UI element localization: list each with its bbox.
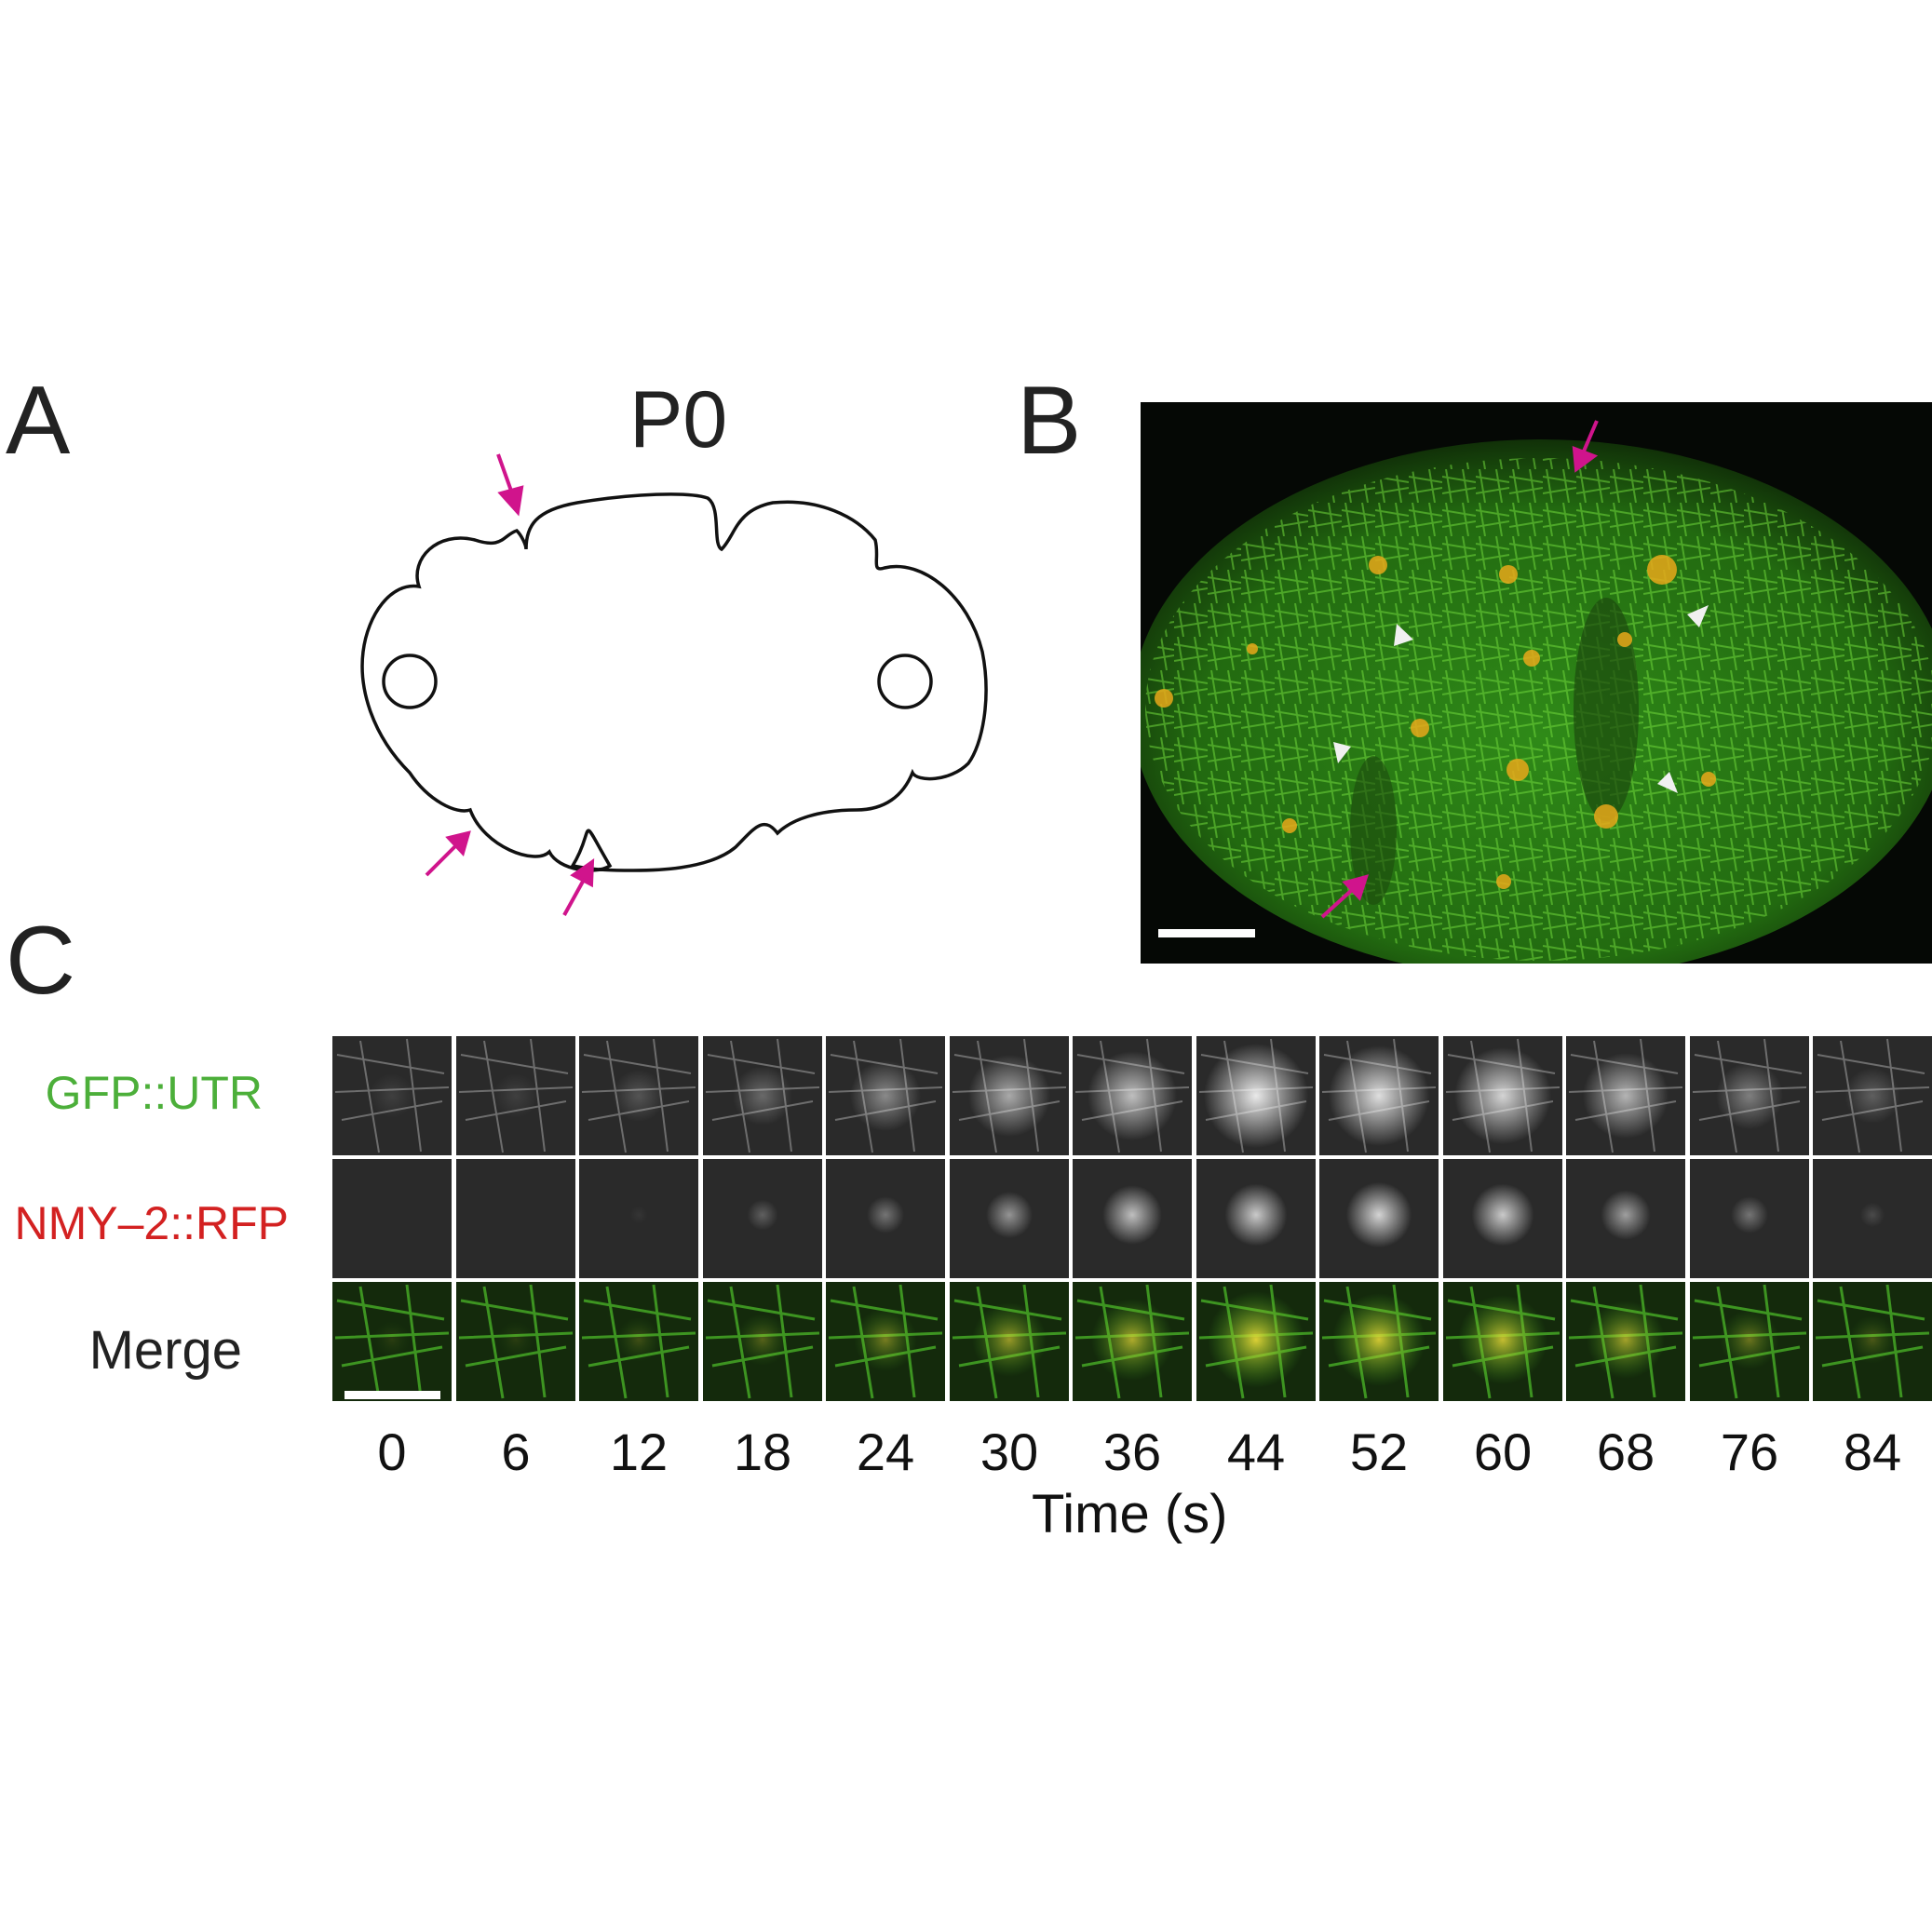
time-tick-label: 30 [980, 1422, 1039, 1481]
time-tick-label: 12 [609, 1422, 669, 1481]
tile-gfp-utr-t12 [579, 1036, 698, 1155]
white-arrowhead-2 [1333, 742, 1351, 763]
time-tick-label: 0 [377, 1422, 407, 1481]
tile-merge-t36 [1073, 1282, 1192, 1401]
time-tick-label: 6 [501, 1422, 531, 1481]
tile-gfp-utr-t44 [1196, 1036, 1316, 1155]
tile-merge-t18 [703, 1282, 822, 1401]
time-tick-label: 36 [1102, 1422, 1162, 1481]
tile-nmy2-rfp-t44 [1196, 1159, 1316, 1278]
panel-letter-a: A [6, 367, 71, 475]
row-label-gfp-utr: GFP::UTR [45, 1067, 263, 1119]
tile-gfp-utr-t76 [1690, 1036, 1809, 1155]
tile-merge-t68 [1566, 1282, 1685, 1401]
time-tick-label: 44 [1226, 1422, 1286, 1481]
tile-gfp-utr-t24 [826, 1036, 945, 1155]
right-centrosome-circle [877, 654, 933, 709]
tile-gfp-utr-t68 [1566, 1036, 1685, 1155]
tile-merge-t6 [456, 1282, 575, 1401]
tile-gfp-utr-t36 [1073, 1036, 1192, 1155]
tile-gfp-utr-t6 [456, 1036, 575, 1155]
time-tick-label: 60 [1473, 1422, 1533, 1481]
panel-letter-b: B [1017, 367, 1082, 475]
magenta-arrow-top [496, 453, 524, 517]
micrograph-b-image [1141, 420, 1932, 964]
time-tick-label: 18 [733, 1422, 792, 1481]
tile-nmy2-rfp-t76 [1690, 1159, 1809, 1278]
tile-nmy2-rfp-t12 [579, 1159, 698, 1278]
row-label-nmy2-rfp: NMY–2::RFP [14, 1197, 289, 1249]
left-centrosome-circle [382, 654, 438, 709]
tile-merge-t76 [1690, 1282, 1809, 1401]
time-tick-label: 24 [856, 1422, 915, 1481]
magenta-arrow-b-top [1572, 420, 1599, 473]
time-tick-label: 84 [1843, 1422, 1902, 1481]
myosin-foci [1155, 555, 1716, 889]
scale-bar-c [345, 1391, 440, 1399]
tile-nmy2-rfp-t18 [703, 1159, 822, 1278]
magenta-arrow-bottom-left [425, 830, 471, 877]
tile-nmy2-rfp-t24 [826, 1159, 945, 1278]
tile-merge-t44 [1196, 1282, 1316, 1401]
white-arrowhead-1 [1394, 624, 1413, 646]
scale-bar-b [1158, 929, 1255, 937]
tile-nmy2-rfp-t0 [332, 1159, 452, 1278]
tile-nmy2-rfp-t60 [1443, 1159, 1562, 1278]
tile-nmy2-rfp-t52 [1319, 1159, 1439, 1278]
tile-merge-t60 [1443, 1282, 1562, 1401]
tile-nmy2-rfp-t68 [1566, 1159, 1685, 1278]
white-arrowhead-3 [1687, 605, 1709, 627]
cell-label-p0: P0 [629, 375, 728, 465]
time-tick-label: 68 [1596, 1422, 1655, 1481]
row-label-merge: Merge [88, 1320, 242, 1381]
tile-gfp-utr-t60 [1443, 1036, 1562, 1155]
tile-merge-t0 [332, 1282, 452, 1401]
tile-nmy2-rfp-t84 [1813, 1159, 1932, 1278]
tile-merge-t30 [950, 1282, 1069, 1401]
magenta-arrow-bottom-middle [562, 858, 595, 916]
panel-letter-c: C [6, 907, 76, 1015]
tile-nmy2-rfp-t6 [456, 1159, 575, 1278]
tile-nmy2-rfp-t36 [1073, 1159, 1192, 1278]
time-tick-label: 52 [1349, 1422, 1409, 1481]
tile-merge-t84 [1813, 1282, 1932, 1401]
tile-gfp-utr-t30 [950, 1036, 1069, 1155]
embryo-outline [360, 492, 988, 872]
tile-gfp-utr-t18 [703, 1036, 822, 1155]
tile-gfp-utr-t0 [332, 1036, 452, 1155]
tile-merge-t12 [579, 1282, 698, 1401]
tile-merge-t24 [826, 1282, 945, 1401]
time-tick-label: 76 [1720, 1422, 1779, 1481]
tile-gfp-utr-t52 [1319, 1036, 1439, 1155]
tile-gfp-utr-t84 [1813, 1036, 1932, 1155]
micrograph-b [1141, 402, 1932, 964]
time-axis-label: Time (s) [1032, 1484, 1228, 1544]
tile-nmy2-rfp-t30 [950, 1159, 1069, 1278]
embryo-schematic [360, 453, 988, 916]
white-arrowhead-4 [1657, 772, 1678, 793]
magenta-arrow-b-bottom [1320, 874, 1370, 919]
tile-merge-t52 [1319, 1282, 1439, 1401]
